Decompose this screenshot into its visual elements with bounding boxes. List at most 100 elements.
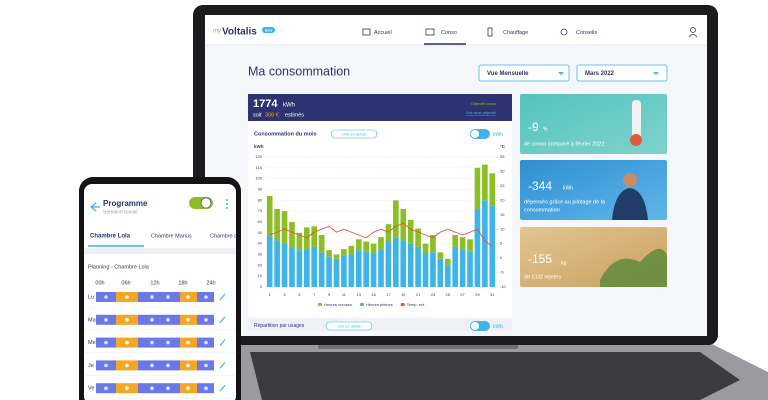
bar bbox=[289, 248, 295, 287]
logo-prefix: my bbox=[213, 29, 222, 35]
day-label: Ve bbox=[88, 386, 94, 392]
bar bbox=[407, 243, 414, 287]
usage-button[interactable] bbox=[325, 321, 373, 331]
y-tick-label: 60 bbox=[258, 219, 263, 224]
legend-swatch bbox=[360, 303, 365, 306]
bar bbox=[296, 232, 303, 251]
x-tick-label: 1 bbox=[269, 292, 272, 297]
sun-icon bbox=[125, 295, 129, 299]
bar bbox=[393, 237, 399, 287]
month-select[interactable] bbox=[576, 64, 668, 82]
bar bbox=[355, 250, 362, 287]
bar bbox=[363, 251, 369, 287]
bar bbox=[274, 209, 280, 241]
x-tick-label: 5 bbox=[298, 292, 301, 297]
summary-unit: kWh bbox=[283, 103, 295, 109]
x-tick-label: 23 bbox=[431, 292, 436, 297]
goal-link[interactable]: Voir mon objectif bbox=[466, 110, 496, 115]
nav-item[interactable]: Conso bbox=[441, 30, 457, 36]
hour-label: 12h bbox=[150, 280, 159, 286]
schedule-segment bbox=[138, 292, 180, 302]
keyboard bbox=[250, 352, 740, 400]
day-label: Me bbox=[88, 340, 96, 346]
bar bbox=[311, 246, 318, 287]
nav-item[interactable]: Chauffage bbox=[503, 30, 528, 36]
moon-icon bbox=[150, 340, 154, 345]
tab[interactable]: Chambre Lola bbox=[90, 234, 131, 240]
user-icon[interactable] bbox=[690, 27, 696, 33]
moon-icon bbox=[150, 295, 154, 299]
phone-title: Programme bbox=[103, 199, 148, 208]
card-unit: % bbox=[543, 126, 548, 132]
bar bbox=[459, 249, 466, 287]
moon-icon bbox=[204, 363, 208, 368]
usage-button-label: Voir en détail bbox=[337, 324, 360, 329]
usage-bar bbox=[248, 318, 512, 331]
footprint-forest bbox=[600, 248, 667, 287]
moon-icon bbox=[104, 386, 108, 391]
y2-tick-label: 10 bbox=[500, 226, 505, 231]
y-tick-label: 40 bbox=[258, 241, 263, 246]
x-tick-label: 31 bbox=[490, 292, 495, 297]
bar bbox=[318, 252, 325, 287]
bar bbox=[378, 237, 384, 250]
summary-cost-prefix: soit bbox=[253, 112, 262, 118]
bar bbox=[274, 240, 280, 287]
y2-tick-label: 20 bbox=[500, 197, 505, 202]
back-arrow[interactable] bbox=[90, 202, 100, 212]
menu-dot bbox=[226, 207, 228, 209]
moon-icon bbox=[166, 386, 170, 391]
bar bbox=[341, 255, 347, 287]
y2-tick-label: 35 bbox=[500, 154, 505, 159]
bar bbox=[385, 224, 392, 242]
bar bbox=[281, 243, 288, 287]
y-tick-label: 0 bbox=[260, 284, 263, 289]
view-select[interactable] bbox=[478, 64, 570, 82]
detail-button[interactable] bbox=[330, 129, 378, 139]
schedule-segment bbox=[138, 314, 180, 325]
x-tick-label: 17 bbox=[386, 292, 391, 297]
schedule-segment bbox=[138, 360, 180, 371]
menu-dot[interactable] bbox=[226, 199, 228, 201]
y-tick-label: 100 bbox=[255, 176, 262, 181]
plot: 0102030405060708090100110120-10-50510152… bbox=[255, 154, 506, 307]
usage-title: Répartition par usages bbox=[254, 323, 305, 329]
moon-icon bbox=[204, 340, 208, 345]
nav-item[interactable]: Accueil bbox=[374, 30, 392, 36]
bar bbox=[459, 237, 466, 250]
moon-icon bbox=[204, 295, 208, 299]
moon-icon bbox=[166, 295, 170, 299]
panel-title: Consommation du mois bbox=[254, 131, 317, 137]
x-tick-label: 29 bbox=[475, 292, 480, 297]
tab[interactable]: Chambre Marius bbox=[151, 233, 192, 239]
goal: Objectif conso bbox=[471, 101, 497, 106]
edit-icon[interactable] bbox=[219, 339, 226, 346]
bar bbox=[385, 241, 392, 287]
bar bbox=[378, 249, 384, 287]
toggle-knob bbox=[471, 322, 479, 330]
edit-icon[interactable] bbox=[219, 316, 226, 324]
usage-toggle-label: kWh bbox=[493, 324, 503, 330]
y-tick-label: 110 bbox=[256, 165, 263, 170]
nav-item[interactable]: Conseils bbox=[576, 30, 597, 36]
edit-icon[interactable] bbox=[219, 384, 226, 392]
toggle-label: kWh bbox=[493, 132, 503, 138]
edit-icon[interactable] bbox=[219, 362, 226, 369]
summary-bar bbox=[248, 94, 512, 121]
bar bbox=[407, 219, 414, 244]
bar bbox=[452, 235, 459, 247]
schedule-segment bbox=[138, 383, 180, 394]
view-select-label: Vue Mensuelle bbox=[487, 71, 529, 77]
bar bbox=[303, 249, 310, 287]
bar bbox=[437, 258, 444, 287]
moon-icon bbox=[150, 318, 154, 322]
summary-cost: 306 € bbox=[265, 112, 279, 118]
tab[interactable]: Chambre a bbox=[210, 233, 238, 239]
bar bbox=[311, 226, 318, 247]
moon-icon bbox=[150, 363, 154, 368]
bar bbox=[370, 243, 377, 254]
legend-swatch bbox=[400, 303, 405, 306]
bar bbox=[430, 235, 436, 253]
edit-icon[interactable] bbox=[219, 293, 226, 301]
logo: Voltalis bbox=[222, 27, 257, 38]
